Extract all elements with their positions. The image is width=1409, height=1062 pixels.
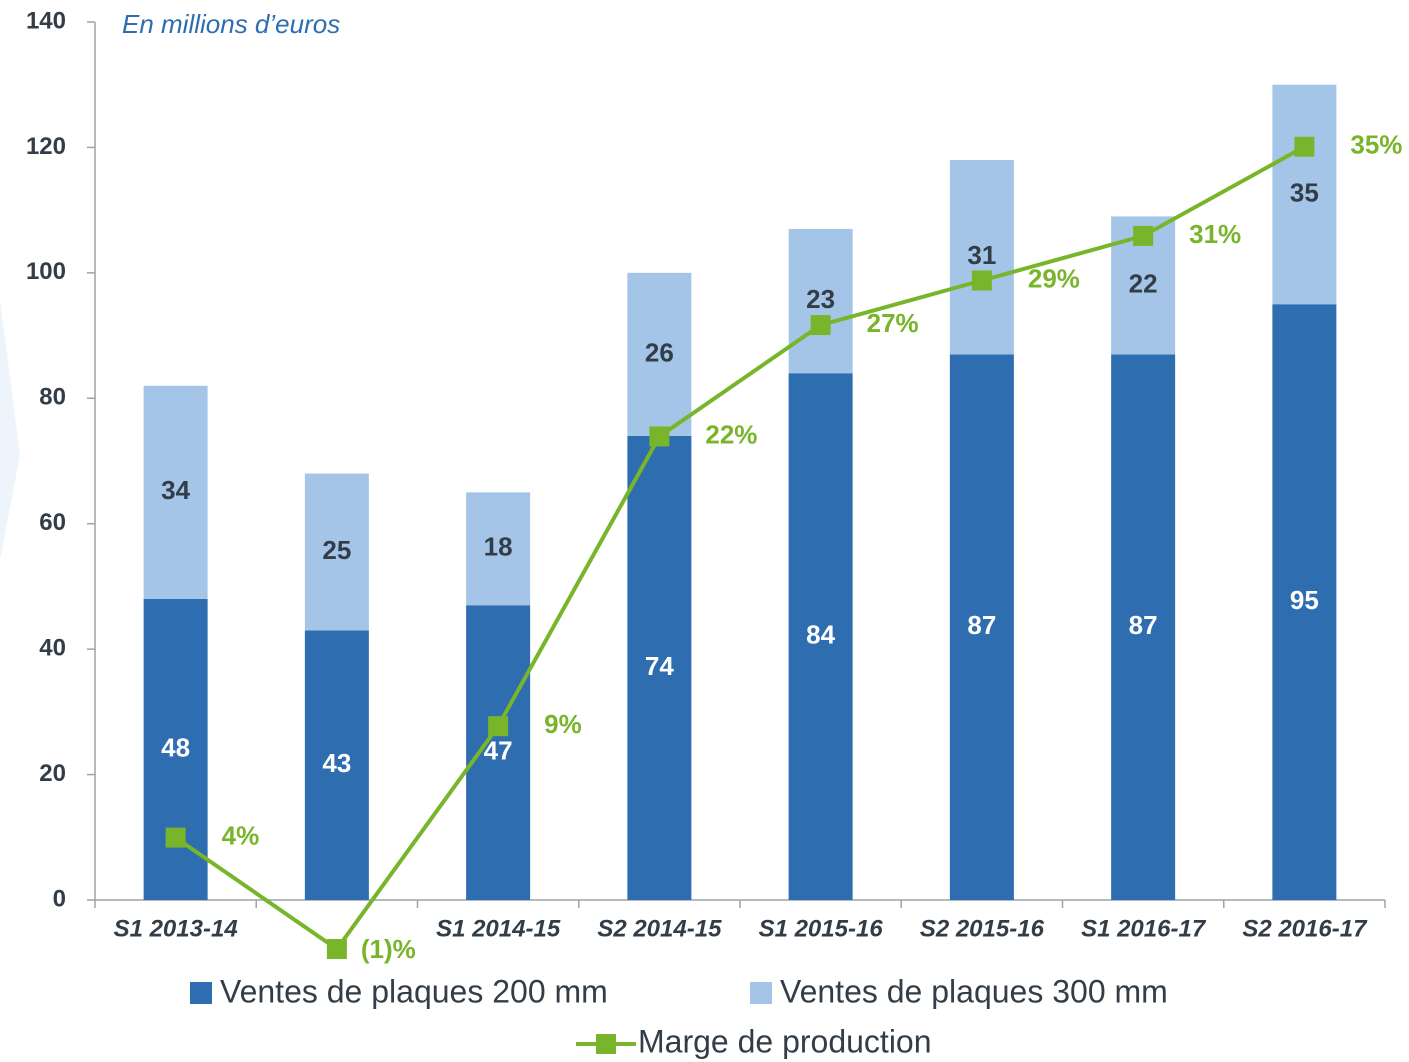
data-label: 23 xyxy=(806,284,835,314)
data-label: 87 xyxy=(1129,610,1158,640)
bar-segment xyxy=(143,385,208,599)
line-series xyxy=(174,145,1306,952)
y-tick-label: 80 xyxy=(39,384,66,411)
bar-segment xyxy=(1272,304,1337,900)
data-label: 84 xyxy=(806,619,835,649)
line-marker xyxy=(810,315,831,336)
x-tick-label: S1 2015-16 xyxy=(759,915,884,942)
data-label: (1)% xyxy=(361,934,416,964)
bar-segment xyxy=(627,272,692,436)
data-label: 87 xyxy=(967,610,996,640)
x-tick-label: S1 2014-15 xyxy=(436,915,561,942)
bar-segment xyxy=(949,159,1014,355)
line-marker xyxy=(649,426,670,447)
line-marker xyxy=(1133,225,1154,246)
y-tick-label: 140 xyxy=(26,7,66,34)
bar-segment xyxy=(788,228,853,374)
line-marker xyxy=(165,827,186,848)
data-label: 35% xyxy=(1350,130,1402,160)
x-tick-label: S1 2016-17 xyxy=(1081,915,1207,942)
data-label: 9% xyxy=(544,709,582,739)
y-tick-label: 40 xyxy=(39,634,66,661)
x-tick-label: S2 2015-16 xyxy=(920,915,1045,942)
data-label: 31% xyxy=(1189,219,1241,249)
data-label: 22 xyxy=(1129,268,1158,298)
data-label: 18 xyxy=(484,532,513,562)
y-tick-label: 60 xyxy=(39,509,66,536)
bar-segment xyxy=(1272,84,1337,305)
line-marker xyxy=(326,939,347,960)
data-label: 29% xyxy=(1028,263,1080,293)
decoration xyxy=(0,300,20,560)
data-label: 4% xyxy=(222,820,260,850)
data-label: 95 xyxy=(1290,585,1319,615)
data-label: 22% xyxy=(705,419,757,449)
line-marker xyxy=(488,716,509,737)
legend-swatch xyxy=(190,982,212,1004)
data-label: 27% xyxy=(867,308,919,338)
bar-segment xyxy=(466,492,531,606)
data-label: 74 xyxy=(645,651,674,681)
bar-segment xyxy=(788,373,853,900)
legend-label: Ventes de plaques 300 mm xyxy=(780,973,1168,1009)
bar-segment xyxy=(1111,354,1176,900)
data-label: 26 xyxy=(645,337,674,367)
data-label: 48 xyxy=(161,732,190,762)
data-label: 25 xyxy=(322,535,351,565)
chart-subtitle: En millions d’euros xyxy=(122,9,340,39)
x-tick-label: S2 2016-17 xyxy=(1242,915,1368,942)
data-label: 43 xyxy=(322,748,351,778)
legend-label: Ventes de plaques 200 mm xyxy=(220,973,608,1009)
data-label: 34 xyxy=(161,475,190,505)
bar-segment xyxy=(304,473,369,631)
y-tick-label: 100 xyxy=(26,258,66,285)
y-tick-label: 120 xyxy=(26,133,66,160)
bar-segment xyxy=(143,598,208,900)
x-tick-label: S2 2014-15 xyxy=(597,915,722,942)
line-marker xyxy=(1294,136,1315,157)
legend-label: Marge de production xyxy=(638,1023,932,1059)
legend-swatch xyxy=(750,982,772,1004)
legend-marker xyxy=(596,1034,616,1054)
bar-segment xyxy=(627,435,692,900)
data-label: 31 xyxy=(967,240,996,270)
data-label: 35 xyxy=(1290,177,1319,207)
y-tick-label: 0 xyxy=(53,885,66,912)
x-tick-label: S1 2013-14 xyxy=(114,915,238,942)
y-tick-label: 20 xyxy=(39,760,66,787)
line-marker xyxy=(971,270,992,291)
bar-segment xyxy=(949,354,1014,900)
bar-segment xyxy=(304,630,369,900)
